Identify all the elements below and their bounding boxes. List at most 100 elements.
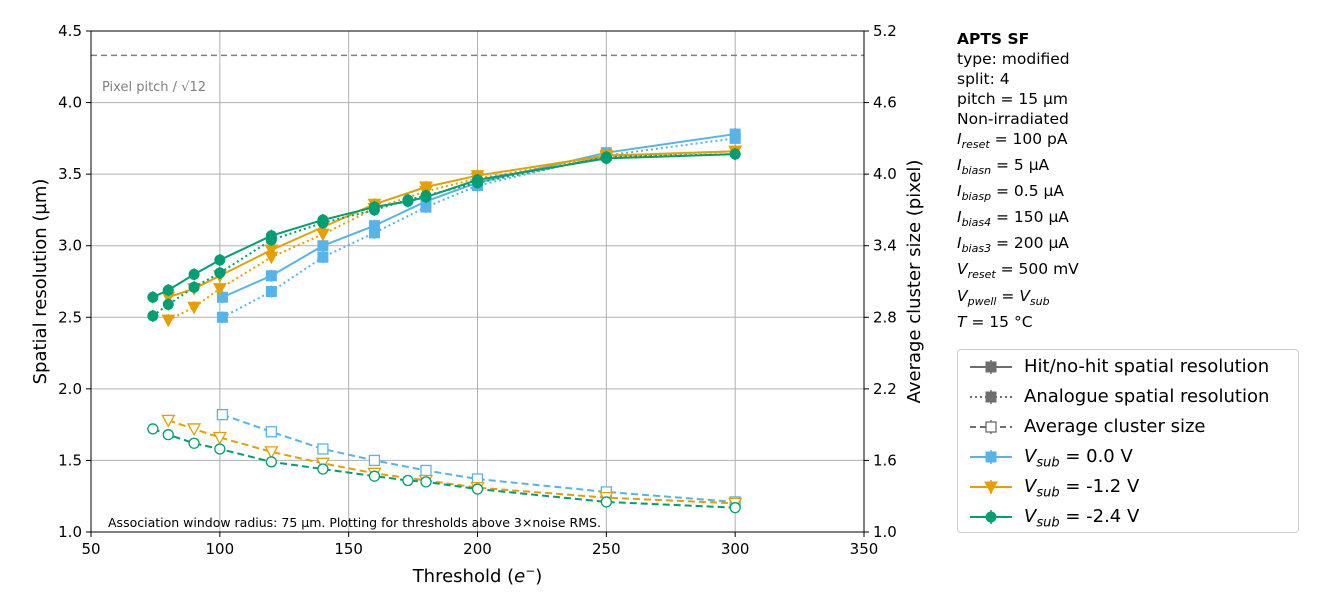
cluster_size-point [402,474,414,487]
y-tick-label: 2.5 [58,308,82,326]
legend-swatch-icon [970,450,1012,464]
pixel-pitch-label: Pixel pitch / √12 [102,80,206,95]
cluster_size-point [265,426,278,438]
hit_nohit-point [317,240,329,252]
hit_nohit-line [222,133,736,299]
legend-marker [985,421,997,433]
analogue-point [162,298,174,310]
legend-item: Average cluster size [958,412,1298,442]
x-tick-label: 250 [592,540,621,558]
analogue-line [152,153,736,317]
info-params: Ireset = 100 pA Ibiasn = 5 µA Ibiasp = 0.5… [957,129,1079,332]
y2-tick-label: 5.2 [873,22,897,40]
x-tick-label: 150 [334,540,363,558]
y2-tick-label: 2.2 [873,380,897,398]
y2-tick-label: 3.4 [873,237,897,255]
cluster_size-line [167,419,736,505]
chart: Pixel pitch / √12 50 100 150 200 250 300 3501.… [30,22,925,587]
legend-item: Vsub = 0.0 V [958,442,1298,472]
legend-swatch-icon [970,420,1012,434]
y-tick-label: 1.0 [58,523,82,541]
y-axis-label: Spatial resolution (µm) [30,179,51,385]
cluster_size-point [317,463,329,475]
legend-label: Analogue spatial resolution [1024,386,1270,407]
series-0 [216,128,741,508]
analogue-point [214,267,226,279]
y-tick-label: 3.5 [58,165,82,183]
cluster_size-point [216,408,229,421]
hit_nohit-point [216,291,228,303]
legend-marker [985,511,997,523]
hit_nohit-point [188,268,200,280]
y2-tick-label: 4.6 [873,94,897,112]
hit_nohit-point [317,214,329,226]
cluster_size-point [265,456,278,468]
hit_nohit-point [147,291,159,303]
y-tick-label: 4.0 [58,94,82,112]
hit_nohit-point [419,181,433,195]
analogue-point [188,281,200,293]
legend-label: Hit/no-hit spatial resolution [1024,356,1270,377]
cluster_size-point [264,446,279,460]
analogue-line [221,137,736,319]
info-box: APTS SF type: modified split: 4 pitch = … [957,29,1079,332]
info-line: split: 4 [957,70,1010,88]
hit_nohit-point [729,148,741,160]
analogue-point [265,286,277,298]
cluster_size-point [471,483,484,495]
y2-tick-label: 1.6 [873,451,897,469]
x-tick-label: 50 [81,540,100,558]
hit_nohit-point [265,270,277,282]
info-param: Vpwell = Vsub [957,286,1050,308]
hit_nohit-line [167,150,736,299]
hit_nohit-point [368,220,380,232]
legend-item: Vsub = -1.2 V [958,472,1298,502]
legend-label: Vsub = 0.0 V [1024,446,1133,471]
info-line: type: modified [957,50,1070,68]
x-tick-label: 200 [463,540,492,558]
info-param: Ibias4 = 150 µA [957,208,1069,230]
info-param: Ibiasn = 5 µA [957,156,1050,178]
x-tick-label: 300 [721,540,750,558]
info-line: pitch = 15 µm [957,90,1069,108]
analogue-point [161,314,176,328]
info-param: Vreset = 500 mV [957,260,1079,282]
legend-label: Average cluster size [1024,416,1206,437]
series-2 [147,148,741,514]
y2-tick-label: 1.0 [873,523,897,541]
legend-swatch-icon [970,360,1012,374]
legend-marker [984,481,998,495]
legend-marker [985,361,997,373]
y2-tick-label: 4.0 [873,165,897,183]
cluster_size-point [729,502,741,514]
info-param: Ireset = 100 pA [957,130,1068,152]
info-param: Ibias3 = 200 µA [957,234,1069,256]
hit_nohit-point [402,195,414,207]
info-line: Non-irradiated [957,110,1069,128]
hit_nohit-point [214,254,226,266]
hit_nohit-point [600,152,612,164]
cluster_size-point [368,470,381,482]
legend-swatch-icon [970,480,1012,495]
cluster_size-point [368,454,381,467]
y-tick-label: 1.5 [58,451,82,469]
cluster_size-line [222,413,736,503]
legend-item: Vsub = -2.4 V [958,502,1298,532]
legend-marker [985,451,997,463]
cluster_size-point [188,437,200,449]
legend-marker [985,391,997,403]
x-tick-label: 350 [850,540,879,558]
x-axis-label: Threshold (e−) [412,564,543,587]
analogue-point [187,301,201,315]
info-title: APTS SF [957,30,1030,48]
hit_nohit-point [368,201,380,213]
hit_nohit-point [420,191,432,203]
x-tick-label: 100 [206,540,235,558]
info-param: T = 15 °C [957,312,1033,331]
hit_nohit-point [472,174,483,186]
y-tick-label: 2.0 [58,380,82,398]
cluster_size-point [161,414,176,428]
hit_nohit-point [162,284,174,296]
series-layer [147,128,743,514]
cluster_size-point [420,476,432,488]
